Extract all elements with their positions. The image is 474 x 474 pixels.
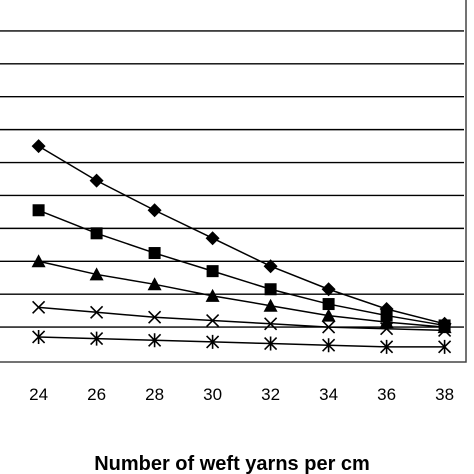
x-marker [264, 317, 278, 331]
star-marker [90, 331, 104, 346]
square-marker [32, 204, 45, 217]
x-tick-labels: 24 26 28 30 32 34 36 38 [29, 385, 454, 404]
series-line [38, 336, 445, 348]
square-marker [90, 227, 103, 240]
series-x [32, 300, 452, 337]
diamond-marker [321, 282, 336, 297]
triangle-marker [263, 298, 278, 312]
triangle-marker [89, 267, 104, 281]
square-marker [264, 283, 277, 296]
x-marker [380, 322, 394, 336]
x-tick-label: 24 [29, 385, 48, 404]
diamond-marker [205, 231, 220, 246]
diamond-marker [89, 173, 104, 188]
triangle-marker [205, 288, 220, 302]
x-tick-label: 28 [145, 385, 164, 404]
triangle-marker [321, 308, 336, 322]
square-marker [322, 298, 335, 311]
star-marker [264, 336, 278, 351]
series-line [38, 209, 445, 327]
x-marker [438, 323, 452, 337]
triangle-marker [31, 254, 46, 268]
x-marker [148, 310, 162, 324]
triangle-marker [147, 277, 162, 291]
x-tick-label: 38 [435, 385, 454, 404]
x-marker [322, 320, 336, 334]
star-marker [206, 334, 220, 349]
diamond-marker [31, 139, 46, 154]
x-marker [90, 305, 104, 319]
x-marker [206, 313, 220, 328]
series-layer [31, 139, 452, 354]
x-axis-title: Number of weft yarns per cm [94, 453, 370, 474]
square-marker [148, 247, 161, 260]
x-tick-label: 26 [87, 385, 106, 404]
series-star [32, 329, 452, 354]
series-line [38, 145, 445, 325]
x-tick-label: 34 [319, 385, 338, 404]
diamond-marker [147, 203, 162, 218]
diamond-marker [263, 259, 278, 274]
star-marker [32, 329, 46, 344]
star-marker [148, 333, 162, 348]
x-tick-label: 36 [377, 385, 396, 404]
x-tick-label: 32 [261, 385, 280, 404]
square-marker [206, 265, 219, 278]
star-marker [438, 339, 452, 354]
x-tick-label: 30 [203, 385, 222, 404]
plot-frame [0, 0, 467, 363]
series-line [38, 306, 445, 332]
series-line [38, 260, 445, 328]
star-marker [380, 339, 394, 354]
x-marker [32, 300, 46, 314]
gridlines [0, 30, 464, 328]
star-marker [322, 338, 336, 353]
